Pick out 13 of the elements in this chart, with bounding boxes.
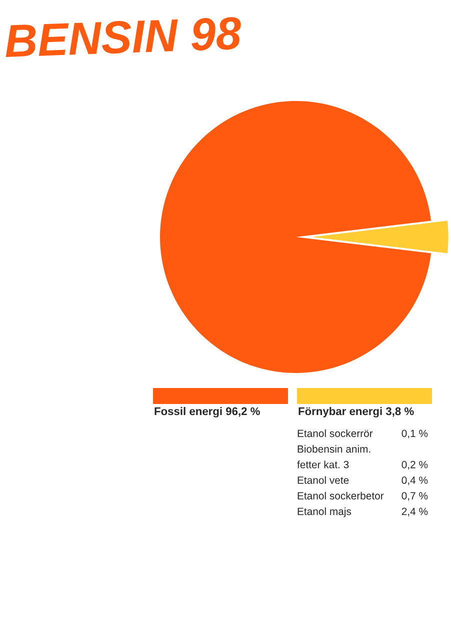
- category-label: Etanol vete: [298, 476, 349, 484]
- data-label: 2,4 %: [402, 508, 428, 516]
- legend-label: Fossil energi 96,2 %: [154, 407, 260, 418]
- category-label: Etanol sockerbetor: [298, 492, 384, 500]
- chart-title: BENSIN 98: [4, 16, 242, 58]
- data-label: 0,2 %: [402, 460, 428, 470]
- legend-label: Förnybar energi 3,8 %: [298, 407, 414, 418]
- category-label: Etanol sockerrör: [298, 429, 373, 438]
- data-label: 0,4 %: [402, 476, 428, 486]
- data-label: 0,1 %: [402, 430, 428, 438]
- category-label: Etanol majs: [298, 507, 352, 518]
- data-label: 0,7 %: [402, 492, 428, 501]
- category-label: Biobensin anim. fetter kat. 3: [297, 445, 370, 468]
